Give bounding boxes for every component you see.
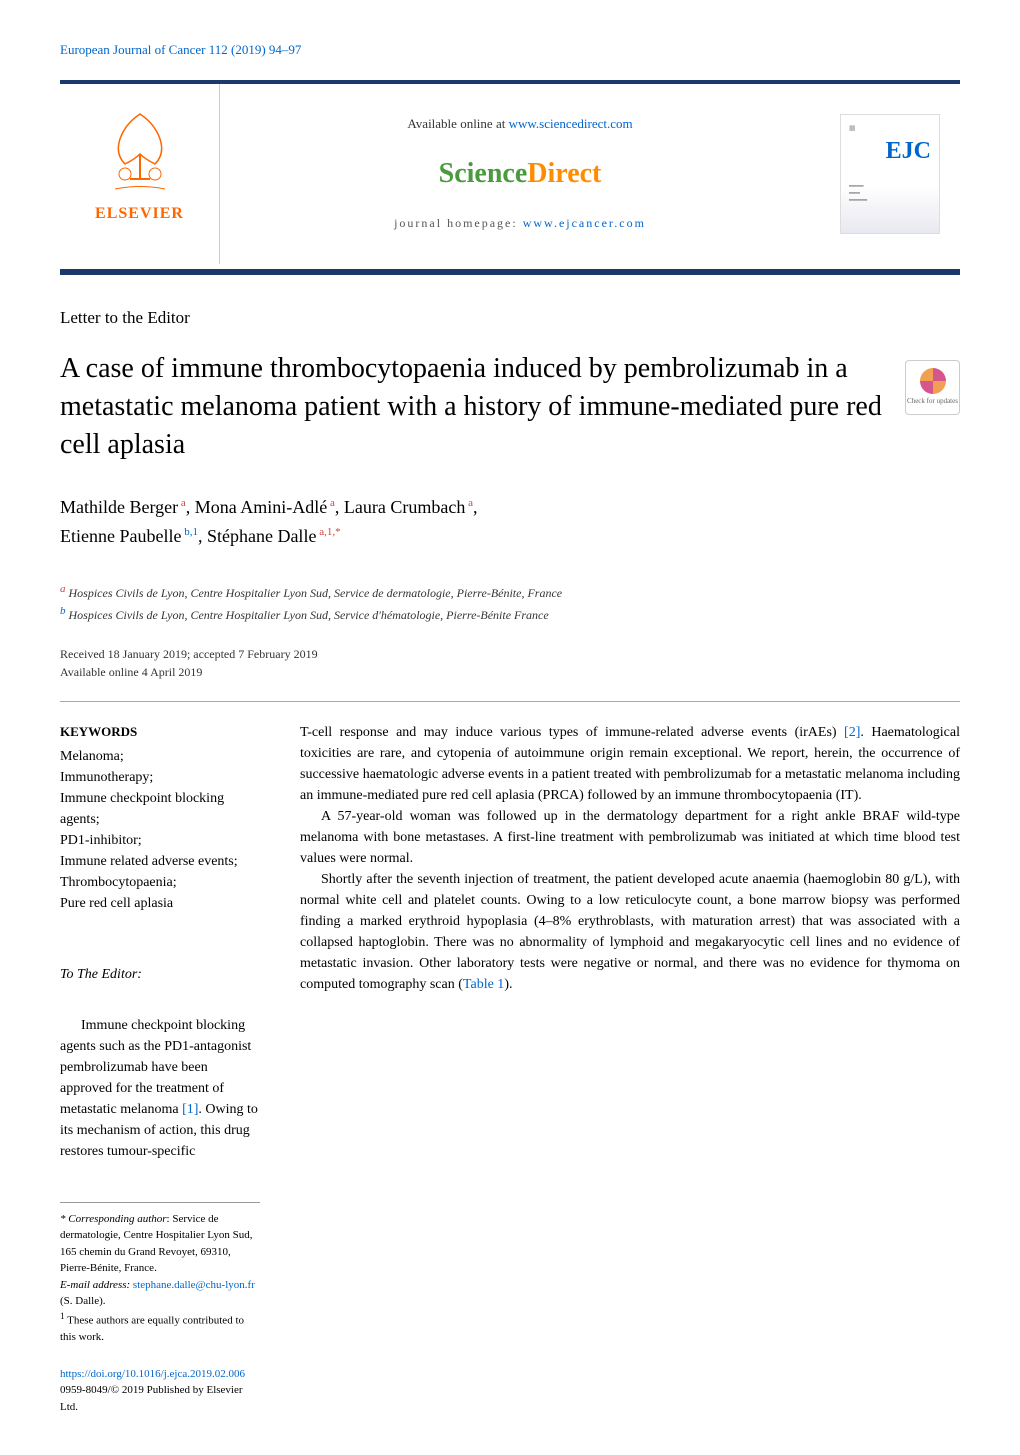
article-dates: Received 18 January 2019; accepted 7 Feb… [60, 645, 960, 681]
affiliation-a: a Hospices Civils de Lyon, Centre Hospit… [60, 581, 960, 603]
email-link[interactable]: stephane.dalle@chu-lyon.fr [133, 1279, 255, 1291]
author-5-sup: a,1, [316, 526, 335, 538]
author-4: Etienne Paubelle [60, 526, 181, 546]
author-1-sup: a [178, 497, 186, 509]
right-body-para-2: A 57-year-old woman was followed up in t… [300, 806, 960, 869]
author-1: Mathilde Berger [60, 497, 178, 517]
keywords-list: Melanoma; Immunotherapy; Immune checkpoi… [60, 746, 260, 914]
author-3-sup: a [465, 497, 473, 509]
journal-reference[interactable]: European Journal of Cancer 112 (2019) 94… [60, 40, 960, 60]
author-2-sup: a [327, 497, 335, 509]
ejc-title: EJC [849, 133, 931, 169]
to-editor: To The Editor: [60, 964, 260, 985]
author-5: , Stéphane Dalle [198, 526, 316, 546]
journal-cover-area: ▦ EJC ━━━━━━━━━━━━ [820, 84, 960, 264]
ref-2-link[interactable]: [2] [844, 725, 860, 740]
homepage-label: journal homepage: [394, 216, 523, 230]
publisher-logo-area: ELSEVIER [60, 84, 220, 264]
available-online: Available online at www.sciencedirect.co… [240, 114, 800, 135]
right-body-para-1: T-cell response and may induce various t… [300, 722, 960, 806]
right-body-para-3: Shortly after the seventh injection of t… [300, 869, 960, 995]
author-4-sup: b,1 [181, 526, 198, 538]
author-3-comma: , [473, 497, 478, 517]
available-label: Available online at [407, 116, 508, 131]
table-1-link[interactable]: Table 1 [463, 977, 504, 992]
author-3: , Laura Crumbach [335, 497, 465, 517]
header-divider [60, 269, 960, 275]
left-column: KEYWORDS Melanoma; Immunotherapy; Immune… [60, 722, 260, 1415]
right-column: T-cell response and may induce various t… [300, 722, 960, 1415]
article-title: A case of immune thrombocytopaenia induc… [60, 350, 885, 463]
footer: https://doi.org/10.1016/j.ejca.2019.02.0… [60, 1366, 260, 1416]
brand-direct: Direct [527, 158, 601, 189]
copyright: 0959-8049/© 2019 Published by Elsevier L… [60, 1382, 260, 1415]
contribution-note: 1 These authors are equally contributed … [60, 1310, 260, 1346]
section-divider [60, 701, 960, 702]
elsevier-text: ELSEVIER [95, 202, 184, 226]
sciencedirect-link[interactable]: www.sciencedirect.com [509, 116, 633, 131]
update-circle-icon [920, 368, 946, 394]
doi-link[interactable]: https://doi.org/10.1016/j.ejca.2019.02.0… [60, 1368, 245, 1380]
update-text: Check for updates [907, 396, 958, 407]
journal-homepage: journal homepage: www.ejcancer.com [240, 213, 800, 234]
corresponding-author: * Corresponding author: Service de derma… [60, 1211, 260, 1277]
check-updates-badge[interactable]: Check for updates [905, 360, 960, 415]
masthead: ELSEVIER Available online at www.science… [60, 80, 960, 264]
ejc-subtitle: ━━━━━━━━━━━━ [849, 184, 931, 206]
ejc-icon: ▦ [849, 123, 931, 134]
article-type: Letter to the Editor [60, 305, 960, 331]
elsevier-logo: ELSEVIER [80, 104, 200, 244]
ejc-cover: ▦ EJC ━━━━━━━━━━━━ [840, 114, 940, 234]
authors: Mathilde Berger a, Mona Amini-Adlé a, La… [60, 493, 960, 551]
affiliation-b: b Hospices Civils de Lyon, Centre Hospit… [60, 603, 960, 625]
received-date: Received 18 January 2019; accepted 7 Feb… [60, 645, 960, 663]
masthead-center: Available online at www.sciencedirect.co… [220, 84, 820, 264]
available-date: Available online 4 April 2019 [60, 663, 960, 681]
affiliations: a Hospices Civils de Lyon, Centre Hospit… [60, 581, 960, 625]
keywords-label: KEYWORDS [60, 722, 260, 742]
ref-1-link[interactable]: [1] [182, 1102, 198, 1117]
brand-science: Science [439, 158, 528, 189]
left-body-para-1: Immune checkpoint blocking agents such a… [60, 1015, 260, 1162]
sciencedirect-brand: ScienceDirect [240, 153, 800, 195]
homepage-link[interactable]: www.ejcancer.com [523, 216, 646, 230]
author-5-star: * [335, 526, 341, 538]
footnotes: * Corresponding author: Service de derma… [60, 1202, 260, 1346]
email-line: E-mail address: stephane.dalle@chu-lyon.… [60, 1277, 260, 1310]
author-2: , Mona Amini-Adlé [186, 497, 328, 517]
elsevier-tree-icon [100, 104, 180, 194]
